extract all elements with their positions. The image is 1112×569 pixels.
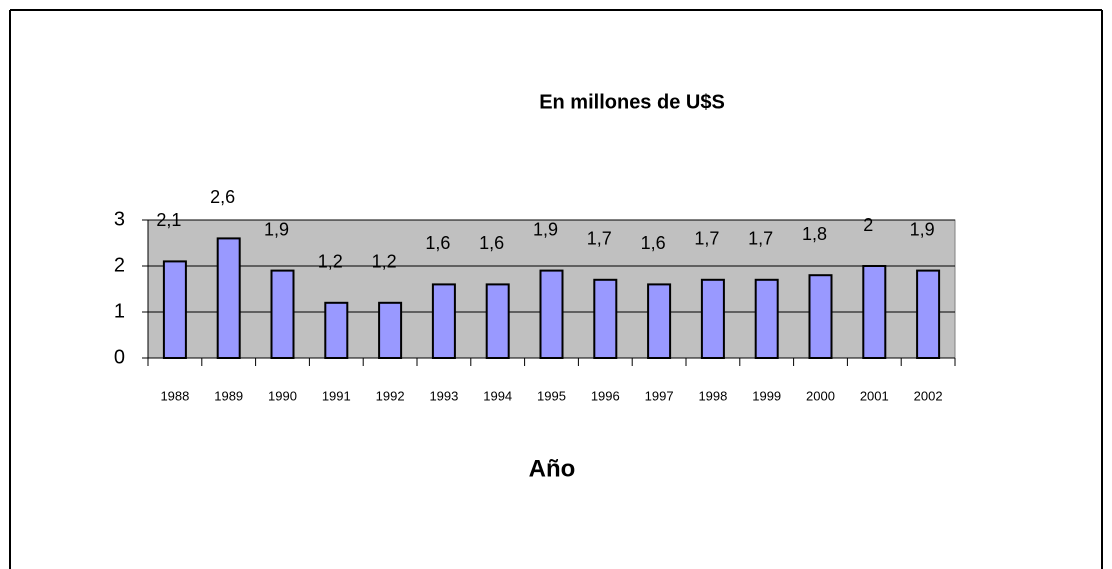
- data-label: 2: [863, 215, 873, 235]
- bar: [378, 301, 403, 359]
- x-axis-label: Año: [529, 455, 576, 482]
- bar: [754, 278, 779, 359]
- bar: [808, 274, 833, 360]
- x-tick-label: 1994: [483, 388, 512, 403]
- data-label: 1,6: [425, 233, 450, 253]
- x-tick-label: 1993: [429, 388, 458, 403]
- bar: [431, 283, 456, 359]
- data-label: 1,7: [694, 229, 719, 249]
- bar: [216, 237, 241, 359]
- x-tick-label: 1995: [537, 388, 566, 403]
- y-tick-label: 1: [114, 300, 125, 322]
- data-label: 1,9: [264, 219, 289, 239]
- data-label: 1,9: [533, 219, 558, 239]
- x-tick-label: 2001: [860, 388, 889, 403]
- bar: [862, 265, 887, 359]
- bar: [324, 301, 349, 359]
- bar: [916, 269, 941, 360]
- data-label: 1,6: [641, 233, 666, 253]
- x-tick-label: 1992: [376, 388, 405, 403]
- x-tick-label: 1999: [752, 388, 781, 403]
- data-label: 1,9: [910, 219, 935, 239]
- x-tick-label: 1996: [591, 388, 620, 403]
- x-tick-label: 2002: [914, 388, 943, 403]
- y-tick-label: 2: [114, 254, 125, 276]
- x-tick-label: 1991: [322, 388, 351, 403]
- bar: [270, 269, 295, 360]
- x-tick-label: 1989: [214, 388, 243, 403]
- x-tick-label: 1988: [160, 388, 189, 403]
- bar: [539, 269, 564, 360]
- data-label: 1,7: [748, 229, 773, 249]
- data-label: 1,7: [587, 229, 612, 249]
- data-label: 2,6: [210, 187, 235, 207]
- data-label: 2,1: [156, 210, 181, 230]
- data-label: 1,2: [318, 252, 343, 272]
- bar: [593, 278, 618, 359]
- data-label: 1,6: [479, 233, 504, 253]
- bar: [700, 278, 725, 359]
- x-tick-label: 1997: [645, 388, 674, 403]
- chart-title: En millones de U$S: [539, 91, 725, 113]
- y-tick-label: 3: [114, 208, 125, 230]
- data-label: 1,8: [802, 224, 827, 244]
- bar: [162, 260, 187, 359]
- x-tick-label: 2000: [806, 388, 835, 403]
- bar: [485, 283, 510, 359]
- data-label: 1,2: [372, 252, 397, 272]
- x-tick-label: 1998: [698, 388, 727, 403]
- x-tick-label: 1990: [268, 388, 297, 403]
- y-tick-label: 0: [114, 346, 125, 368]
- bar: [647, 283, 672, 359]
